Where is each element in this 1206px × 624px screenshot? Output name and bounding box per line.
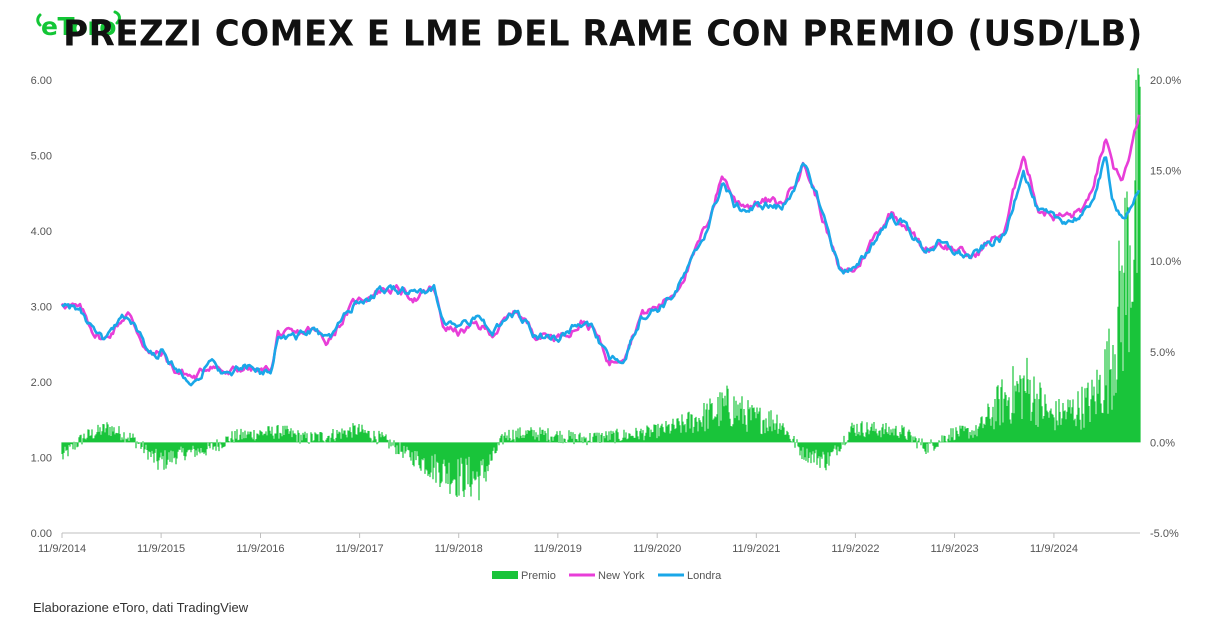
x-tick-label: 11/9/2019 xyxy=(534,543,582,555)
y-left-tick-label: 6.00 xyxy=(31,75,52,87)
y-left-tick-label: 4.00 xyxy=(31,226,52,238)
legend-item-new-york: New York xyxy=(569,570,645,582)
series-londra-line xyxy=(61,156,1141,387)
logo-leaf-right-icon xyxy=(113,10,121,25)
y-left-tick-label: 0.00 xyxy=(31,528,52,540)
y-right-tick-label: 5.0% xyxy=(1150,347,1175,359)
x-tick-label: 11/9/2018 xyxy=(435,543,483,555)
price-lines-layer xyxy=(60,114,1141,387)
x-tick-label: 11/9/2022 xyxy=(831,543,879,555)
legend-item-premio: Premio xyxy=(492,570,556,582)
etoro-logo: eToro xyxy=(36,10,121,40)
x-tick-label: 11/9/2021 xyxy=(732,543,780,555)
legend-swatch xyxy=(492,571,518,579)
x-tick-label: 11/9/2016 xyxy=(236,543,284,555)
y-right-tick-label: 15.0% xyxy=(1150,166,1181,178)
x-tick-label: 11/9/2017 xyxy=(336,543,384,555)
legend-label: Londra xyxy=(687,570,722,582)
premio-area-layer xyxy=(61,68,1141,501)
series-premio-area xyxy=(61,68,1141,501)
y-right-tick-label: 20.0% xyxy=(1150,75,1181,87)
y-left-tick-label: 5.00 xyxy=(31,151,52,163)
logo-text: eToro xyxy=(41,12,116,40)
legend-item-londra: Londra xyxy=(658,570,722,582)
y-right-tick-label: 10.0% xyxy=(1150,256,1181,268)
y-right-tick-label: 0.0% xyxy=(1150,437,1175,449)
x-tick-label: 11/9/2020 xyxy=(633,543,681,555)
x-tick-label: 11/9/2023 xyxy=(930,543,978,555)
legend: Premio New York Londra xyxy=(492,570,722,582)
y-axis-left: 0.00 1.00 2.00 3.00 4.00 5.00 6.00 xyxy=(31,75,52,540)
y-left-tick-label: 3.00 xyxy=(31,302,52,314)
chart-title: PREZZI COMEX E LME DEL RAME CON PREMIO (… xyxy=(63,13,1143,55)
legend-label: Premio xyxy=(521,570,556,582)
y-right-tick-label: -5.0% xyxy=(1150,528,1179,540)
x-tick-label: 11/9/2024 xyxy=(1030,543,1078,555)
y-axis-right: -5.0% 0.0% 5.0% 10.0% 15.0% 20.0% xyxy=(1150,75,1181,540)
y-left-tick-label: 2.00 xyxy=(31,377,52,389)
x-tick-label: 11/9/2015 xyxy=(137,543,185,555)
series-new-york-line xyxy=(60,114,1141,381)
source-note: Elaborazione eToro, dati TradingView xyxy=(33,600,249,615)
legend-label: New York xyxy=(598,570,645,582)
logo-leaf-left-icon xyxy=(36,13,42,27)
y-left-tick-label: 1.00 xyxy=(31,453,52,465)
x-tick-label: 11/9/2014 xyxy=(38,543,86,555)
x-axis: 11/9/2014 11/9/2015 11/9/2016 11/9/2017 11/9… xyxy=(38,532,1140,555)
